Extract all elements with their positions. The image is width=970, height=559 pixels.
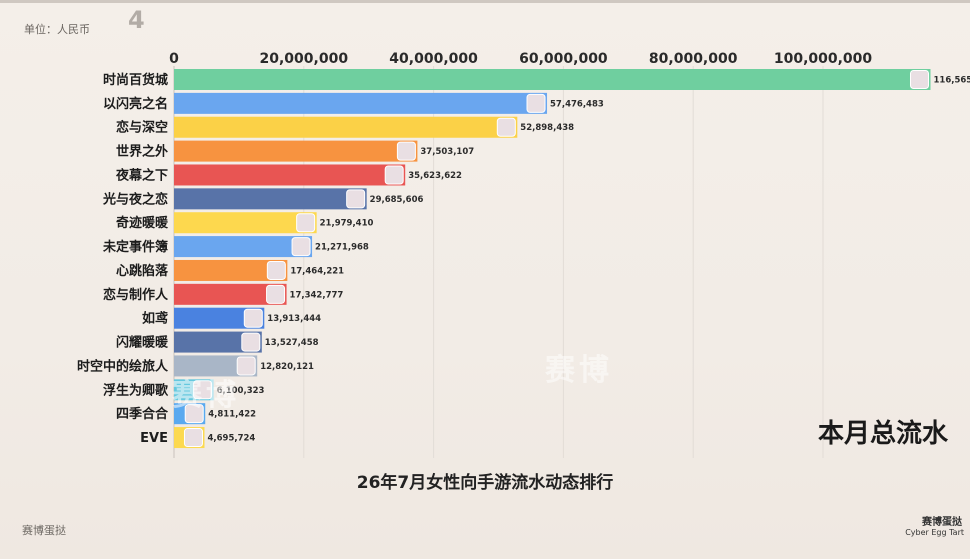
category-label: EVE <box>140 431 168 446</box>
x-tick-label: 40,000,000 <box>389 51 478 67</box>
category-label: 世界之外 <box>116 144 168 160</box>
category-label: 恋与深空 <box>116 120 168 136</box>
bar <box>174 331 262 353</box>
x-tick-label: 0 <box>169 51 179 67</box>
bar <box>174 283 287 305</box>
value-label: 37,503,107 <box>420 147 474 157</box>
value-label: 12,820,121 <box>260 362 314 372</box>
game-avatar-thumbnail <box>346 189 366 209</box>
game-avatar-thumbnail <box>396 141 416 161</box>
category-label: 心跳陷落 <box>116 263 169 279</box>
game-avatar-thumbnail <box>236 356 256 376</box>
bar <box>174 259 288 281</box>
bar <box>174 355 258 377</box>
bar <box>174 212 317 234</box>
month-counter: 4 <box>128 6 145 34</box>
category-label: 恋与制作人 <box>103 287 169 303</box>
value-label: 29,685,606 <box>370 195 424 205</box>
category-label: 如鸢 <box>142 311 168 327</box>
total-revenue-label: 本月总流水 <box>818 419 949 449</box>
game-avatar-thumbnail <box>384 165 404 185</box>
category-label: 闪耀暖暖 <box>116 335 169 351</box>
category-label: 未定事件簿 <box>102 239 168 255</box>
game-avatar-thumbnail <box>241 332 261 352</box>
category-label: 夜幕之下 <box>115 167 168 183</box>
x-tick-label: 20,000,000 <box>260 51 349 67</box>
category-label: 四季合合 <box>116 406 169 422</box>
value-label: 6,100,323 <box>217 386 265 396</box>
category-label: 时尚百货城 <box>103 72 168 88</box>
game-avatar-thumbnail <box>266 284 286 304</box>
x-tick-label: 100,000,000 <box>774 51 873 67</box>
value-label: 4,695,724 <box>207 434 255 444</box>
game-avatar-thumbnail <box>183 428 203 448</box>
game-avatar-thumbnail <box>496 117 516 137</box>
brand-right-en: Cyber Egg Tart <box>905 528 964 537</box>
value-label: 13,913,444 <box>267 314 321 324</box>
bar <box>174 188 367 210</box>
value-label: 17,464,221 <box>290 266 344 276</box>
top-border <box>0 0 970 3</box>
category-label: 浮生为卿歌 <box>103 382 169 398</box>
category-label: 奇迹暖暖 <box>116 215 169 231</box>
game-avatar-thumbnail <box>291 237 311 257</box>
value-label: 52,898,438 <box>520 123 574 133</box>
game-avatar-thumbnail <box>266 260 286 280</box>
value-label: 13,527,458 <box>265 338 319 348</box>
bar-chart: 0 20,000,000 40,000,000 60,000,000 80,000,00… <box>77 51 970 458</box>
game-avatar-thumbnail <box>193 380 213 400</box>
category-label: 时空中的绘旅人 <box>77 358 169 374</box>
category-label: 以闪亮之名 <box>103 96 168 112</box>
x-tick-label: 80,000,000 <box>649 51 738 67</box>
watermark-center: 赛博 <box>545 353 613 388</box>
value-label: 21,271,968 <box>315 243 369 253</box>
game-avatar-thumbnail <box>243 308 263 328</box>
category-label: 光与夜之恋 <box>102 191 168 207</box>
bar <box>174 236 313 258</box>
brand-left: 赛博蛋挞 <box>22 524 66 537</box>
game-avatar-thumbnail <box>296 213 316 233</box>
bar <box>174 140 418 162</box>
game-avatar-thumbnail <box>526 93 546 113</box>
value-label: 57,476,483 <box>550 99 604 109</box>
x-tick-label: 60,000,000 <box>519 51 608 67</box>
bar <box>174 92 548 114</box>
unit-label: 单位：人民币 <box>24 23 90 36</box>
game-avatar-thumbnail <box>910 70 930 89</box>
value-label: 4,811,422 <box>208 410 256 420</box>
game-avatar-thumbnail <box>184 404 204 424</box>
bar <box>174 164 406 186</box>
value-label: 116,565,194 <box>934 76 970 86</box>
chart-title: 26年7月女性向手游流水动态排行 <box>356 473 614 493</box>
bar <box>174 116 518 138</box>
bar <box>174 69 931 90</box>
value-label: 35,623,622 <box>408 171 462 181</box>
value-label: 21,979,410 <box>320 219 374 229</box>
brand-right-cn: 赛博蛋挞 <box>922 517 962 528</box>
watermark-left: 赛博 <box>172 378 240 413</box>
value-label: 17,342,777 <box>290 290 344 300</box>
bar <box>174 307 265 329</box>
